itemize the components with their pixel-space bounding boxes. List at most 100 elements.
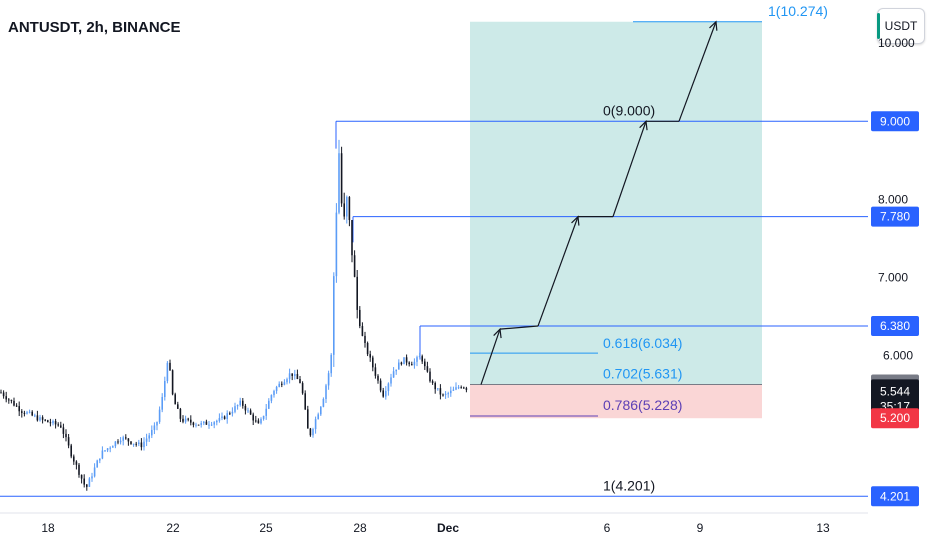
projection-segment[interactable]	[612, 121, 647, 217]
candle-body	[335, 212, 338, 277]
candle-body	[418, 356, 421, 358]
x-tick-label: 25	[259, 521, 273, 535]
fib-label: 0.618(6.034)	[603, 335, 682, 351]
candle-body	[52, 421, 54, 424]
currency-button[interactable]: USDT	[877, 8, 925, 44]
candle-body	[307, 409, 309, 429]
candle-body	[327, 373, 330, 386]
candle-body	[36, 415, 39, 421]
candle-body	[83, 478, 85, 485]
candle-body	[31, 411, 33, 416]
price-label-4201: 4.201	[880, 489, 910, 503]
projection-segment[interactable]	[537, 216, 579, 327]
price-label-6380-bg	[871, 316, 919, 337]
candle-body	[257, 420, 260, 424]
stop-zone[interactable]	[470, 384, 762, 419]
candle-body	[317, 414, 319, 420]
x-tick-label: 18	[41, 521, 55, 535]
y-tick-label: 10.000	[878, 36, 915, 50]
candle-body	[21, 411, 23, 413]
projection-segment[interactable]	[678, 21, 717, 122]
candle-body	[164, 381, 166, 397]
candle-body	[273, 390, 275, 396]
projection-path[interactable]	[480, 20, 718, 385]
price-label-stop-bg	[871, 408, 919, 429]
candle-body	[429, 371, 431, 382]
candle-body	[309, 428, 312, 436]
candle-body	[301, 383, 304, 394]
candle-body	[385, 390, 387, 397]
candle-body	[434, 382, 436, 390]
candle-body	[67, 437, 70, 446]
candle-body	[330, 354, 332, 374]
candle-body	[421, 356, 423, 362]
candle-body	[26, 412, 28, 414]
candle-body	[268, 400, 270, 409]
candle-body	[122, 437, 124, 441]
candle-body	[312, 429, 314, 436]
candle-body	[177, 404, 179, 409]
candle-body	[304, 393, 306, 410]
candle-body	[231, 411, 234, 414]
candle-body	[356, 276, 358, 310]
candle-body	[403, 357, 405, 365]
candle-body	[270, 395, 273, 401]
candle-body	[281, 383, 283, 385]
candle-body	[275, 386, 278, 391]
candle-body	[187, 418, 189, 420]
candle-body	[255, 420, 257, 422]
fib-labels: 1(10.274) 0(9.000) 0.618(6.034) 0.702(5.631…	[603, 3, 828, 494]
chart-title: ANTUSDT, 2h, BINANCE	[8, 19, 181, 36]
candle-body	[8, 399, 10, 401]
candle-body	[374, 367, 377, 376]
candle-body	[41, 417, 44, 420]
candle-body	[70, 445, 72, 457]
candle-body	[283, 382, 286, 385]
candle-body	[60, 425, 62, 428]
x-tick-label: 13	[816, 521, 830, 535]
candle-body	[437, 388, 439, 390]
candle-body	[208, 424, 210, 426]
candle-body	[369, 354, 371, 358]
candle-body	[184, 418, 187, 422]
candle-body	[130, 441, 132, 444]
candle-body	[455, 387, 457, 390]
candle-body	[457, 387, 460, 389]
candle-body	[96, 460, 98, 468]
candles	[0, 139, 468, 491]
candle-body	[442, 394, 444, 396]
candle-body	[109, 447, 111, 449]
candle-body	[325, 385, 327, 399]
candle-body	[236, 405, 239, 407]
candle-body	[119, 440, 122, 443]
candle-body	[247, 410, 249, 412]
candle-body	[28, 411, 31, 413]
candle-body	[0, 392, 2, 394]
candle-body	[39, 417, 41, 421]
candle-body	[340, 153, 343, 204]
projection-segment[interactable]	[480, 328, 501, 385]
candle-body	[5, 396, 7, 400]
candle-body	[408, 362, 410, 365]
price-label-4201-bg	[871, 486, 919, 507]
candle-body	[278, 383, 280, 387]
price-label-stop: 5.200	[880, 411, 910, 425]
candle-body	[262, 415, 265, 419]
candle-body	[104, 450, 106, 452]
x-tick-label: 6	[604, 521, 611, 535]
projection-segment[interactable]	[499, 325, 539, 330]
candle-body	[125, 437, 127, 439]
candle-body	[166, 362, 169, 382]
candle-body	[49, 422, 52, 424]
candle-body	[405, 357, 408, 363]
candle-body	[179, 408, 182, 419]
fib-label: 1(4.201)	[603, 477, 655, 493]
candle-body	[366, 343, 369, 355]
candle-body	[338, 153, 340, 213]
last-price-bg	[871, 379, 919, 416]
target-zone[interactable]	[470, 21, 762, 385]
candle-body	[291, 373, 293, 376]
